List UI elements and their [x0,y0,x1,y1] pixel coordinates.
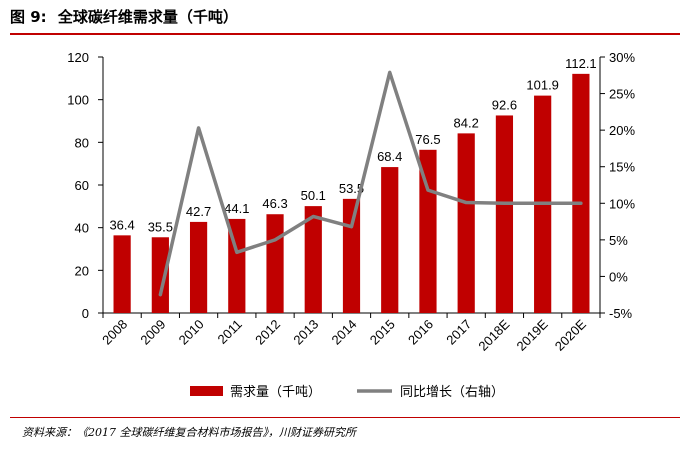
bar-data-label: 68.4 [377,149,402,164]
legend-bar-swatch [190,386,223,396]
x-tick-label: 2014 [329,317,360,348]
left-tick-label: 120 [67,50,89,65]
right-tick-label: 10% [609,196,635,211]
bar [113,235,131,313]
growth-line [158,70,583,297]
left-tick-label: 80 [75,135,89,150]
bar [572,73,590,313]
x-tick-label: 2009 [137,317,168,348]
x-tick-label: 2008 [99,317,130,348]
bar [381,167,399,313]
x-tick-label: 2011 [215,317,245,347]
right-tick-label: 15% [609,160,635,175]
bar-data-label: 84.2 [454,115,479,130]
bar-data-label: 76.5 [415,132,440,147]
x-tick-label: 2019E [514,316,551,353]
right-tick-label: 30% [609,50,635,65]
right-tick-label: 5% [609,233,628,248]
source-note: 资料来源：《2017 全球碳纤维复合材料市场报告》，川财证券研究所 [22,426,356,439]
x-tick-label: 2012 [252,317,283,348]
source-rule [10,417,680,418]
right-tick-label: -5% [609,306,633,321]
x-tick-label: 2018E [475,316,512,353]
left-tick-label: 60 [75,178,89,193]
x-tick-label: 2016 [405,317,436,348]
x-tick-label: 2020E [552,316,589,353]
bar-data-label: 35.5 [148,219,173,234]
bar-data-label: 53.5 [339,181,364,196]
left-tick-label: 40 [75,221,89,236]
right-tick-label: 20% [609,123,635,138]
bar [304,206,322,313]
bar-data-label: 46.3 [262,196,287,211]
left-tick-label: 20 [75,263,89,278]
left-tick-label: 0 [82,306,89,321]
bar-data-label: 50.1 [301,188,326,203]
bar-data-label: 36.4 [109,217,134,232]
left-tick-label: 100 [67,93,89,108]
right-tick-label: 0% [609,269,628,284]
bar-data-label: 112.1 [565,56,597,71]
bar [342,198,361,313]
legend-bar-label: 需求量（千吨） [230,385,321,400]
right-tick-label: 25% [609,87,635,102]
bar [495,115,514,313]
bar [189,221,208,313]
bar-data-label: 44.1 [224,201,249,216]
bar-data-label: 101.9 [526,78,559,93]
x-tick-label: 2017 [443,317,474,348]
figure-title-text: 全球碳纤维需求量（千吨） [57,8,238,26]
bar-data-label: 42.7 [186,204,211,219]
title-rule [10,33,680,35]
bar [266,214,284,313]
x-tick-label: 2015 [367,317,398,348]
bar [151,237,169,313]
figure-label: 图 9: [10,8,47,26]
x-tick-label: 2013 [290,317,321,348]
x-tick-label: 2010 [176,317,207,348]
bar-data-label: 92.6 [492,97,517,112]
figure-title: 图 9: 全球碳纤维需求量（千吨） [10,6,238,27]
bar [457,133,475,313]
legend-line-label: 同比增长（右轴） [400,385,504,400]
